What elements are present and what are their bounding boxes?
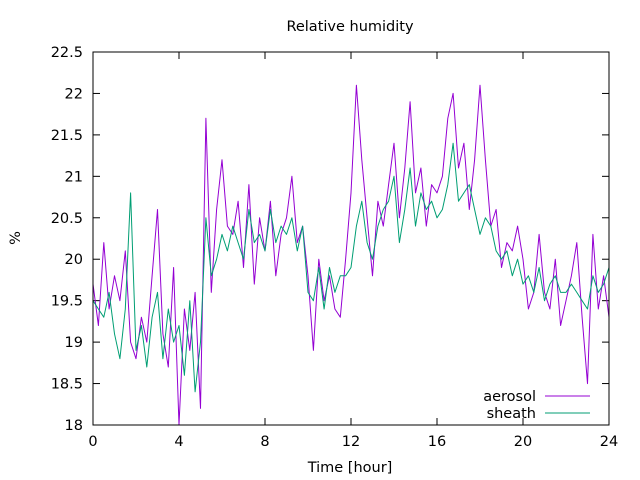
y-tick-label: 22.5 [51,45,83,61]
x-axis-label: Time [hour] [307,460,393,476]
y-tick-label: 18 [65,418,83,434]
y-tick-label: 22 [65,86,83,102]
y-tick-label: 19.5 [51,294,83,310]
plot-area [92,84,610,426]
y-tick-label: 19 [65,335,83,351]
series-line-aerosol [92,84,610,426]
x-tick-label: 8 [260,434,269,450]
y-axis-label: % [8,231,24,245]
x-tick-label: 20 [514,434,532,450]
legend-label-sheath: sheath [487,406,536,422]
x-tick-label: 4 [174,434,183,450]
series-line-sheath [92,142,610,393]
legend-label-aerosol: aerosol [483,389,536,405]
x-tick-label: 12 [342,434,360,450]
chart-title: Relative humidity [286,19,414,35]
x-tick-label: 16 [428,434,446,450]
x-tick-label: 0 [88,434,97,450]
plot-frame [92,51,610,426]
x-tick-label: 24 [600,434,618,450]
y-tick-label: 20 [65,252,83,268]
y-tick-label: 20.5 [51,211,83,227]
y-tick-label: 21.5 [51,128,83,144]
y-tick-label: 18.5 [51,377,83,393]
y-tick-label: 21 [65,169,83,185]
